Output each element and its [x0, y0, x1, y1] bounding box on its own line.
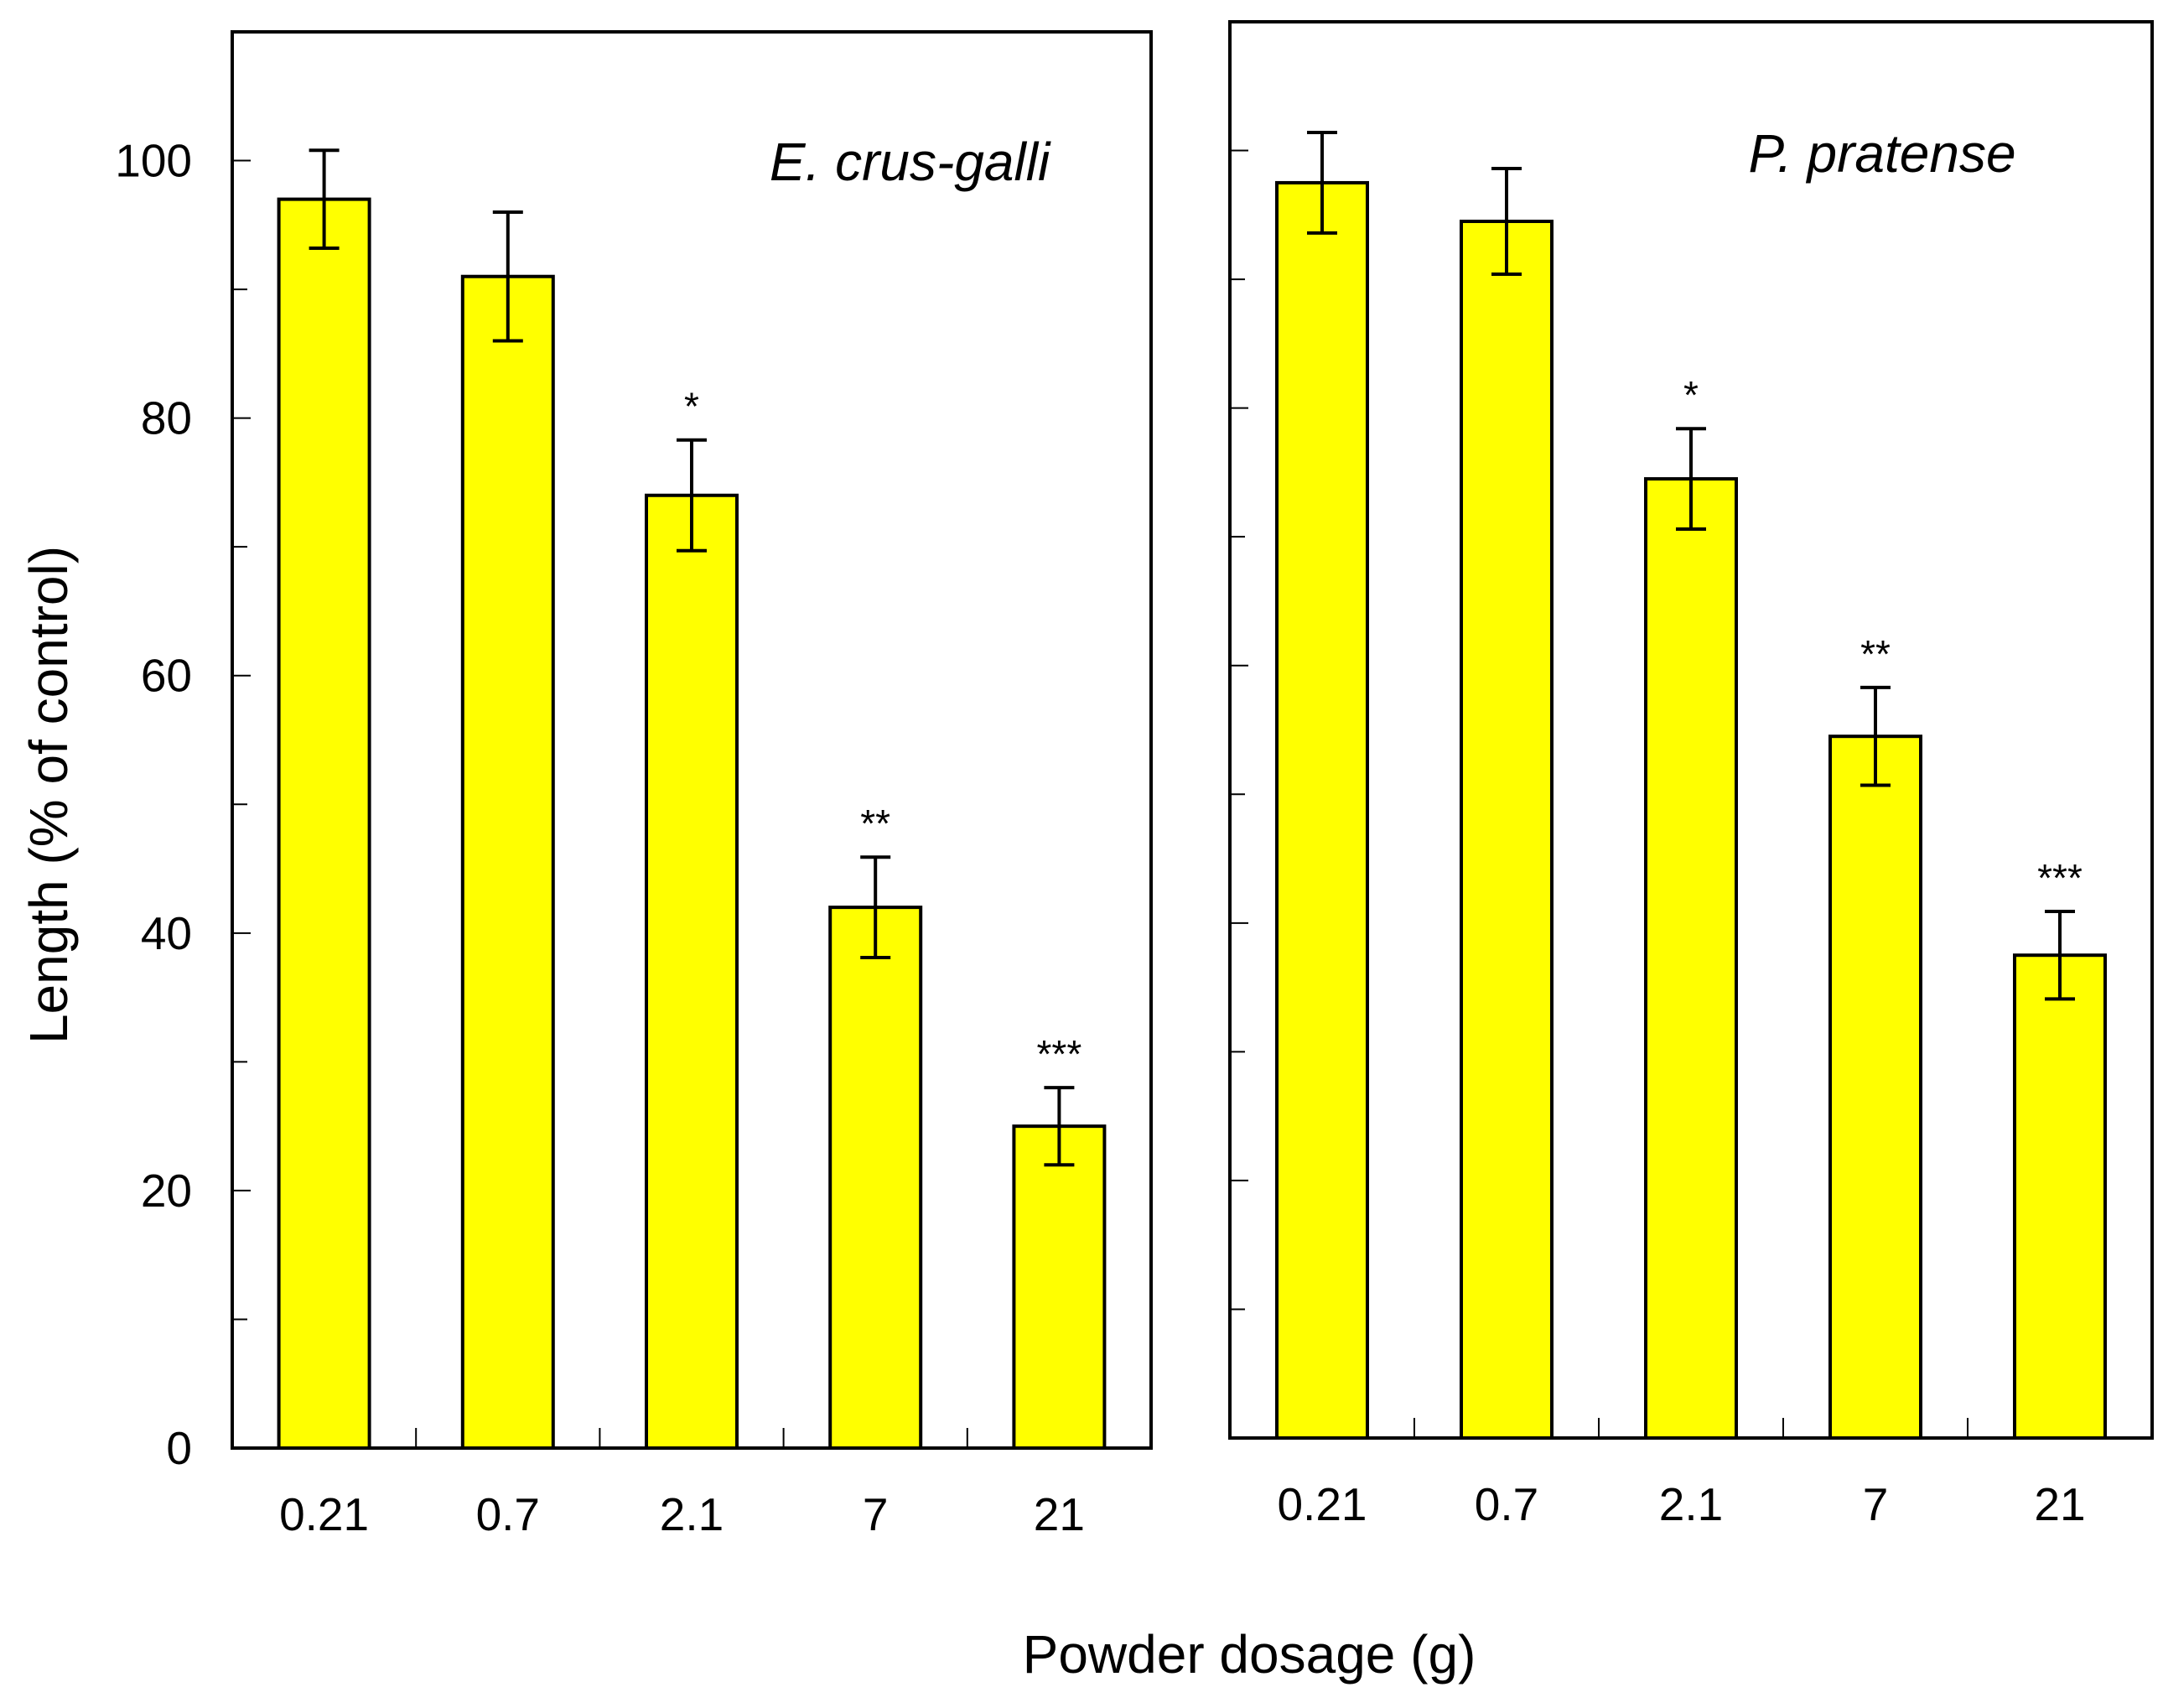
- significance-marker: ***: [1037, 1032, 1082, 1076]
- bar: [1460, 219, 1554, 1440]
- x-tick-label: 21: [2034, 1478, 2085, 1530]
- bar: [645, 493, 739, 1450]
- x-tick-label: 2.1: [1659, 1478, 1723, 1530]
- x-tick-label: 0.21: [279, 1488, 369, 1540]
- y-axis-title: Length (% of control): [18, 546, 79, 1044]
- x-tick-label: 21: [1034, 1488, 1085, 1540]
- x-tick-label: 0.7: [476, 1488, 540, 1540]
- bar: [1275, 180, 1369, 1441]
- significance-marker: **: [1860, 632, 1891, 676]
- bar: [1644, 477, 1738, 1441]
- bar: [828, 906, 923, 1451]
- x-tick-label: 0.7: [1475, 1478, 1538, 1530]
- y-tick-label: 100: [115, 135, 192, 187]
- x-tick-label: 7: [1863, 1478, 1889, 1530]
- bar: [460, 274, 555, 1451]
- panel-e-crus-galli: 0 20 40 60 80 100 0.21 0.7 * 2.1 ** 7 *** 21 E. crus-g…: [115, 30, 1153, 1540]
- significance-marker: ***: [2037, 856, 2083, 900]
- y-tick-label: 0: [166, 1422, 192, 1474]
- significance-marker: **: [860, 802, 890, 845]
- y-tick-label: 40: [141, 907, 192, 959]
- x-axis-title: Powder dosage (g): [1023, 1624, 1476, 1685]
- significance-marker: *: [684, 385, 699, 428]
- significance-marker: *: [1683, 373, 1699, 417]
- x-tick-label: 7: [863, 1488, 889, 1540]
- bar: [1828, 735, 1922, 1440]
- x-tick-label: 2.1: [660, 1488, 724, 1540]
- y-tick-label: 80: [141, 392, 192, 444]
- bar: [2013, 953, 2107, 1441]
- bar: [1012, 1124, 1107, 1450]
- bar: [277, 197, 371, 1450]
- y-tick-label: 20: [141, 1165, 192, 1217]
- panel-title: E. crus-galli: [770, 132, 1051, 192]
- panel-title: P. pratense: [1748, 123, 2015, 184]
- y-tick-label: 60: [141, 650, 192, 702]
- x-tick-label: 0.21: [1277, 1478, 1367, 1530]
- panel-p-pratense: 0.21 0.7 * 2.1 ** 7 *** 21 P. pratense: [1228, 20, 2154, 1530]
